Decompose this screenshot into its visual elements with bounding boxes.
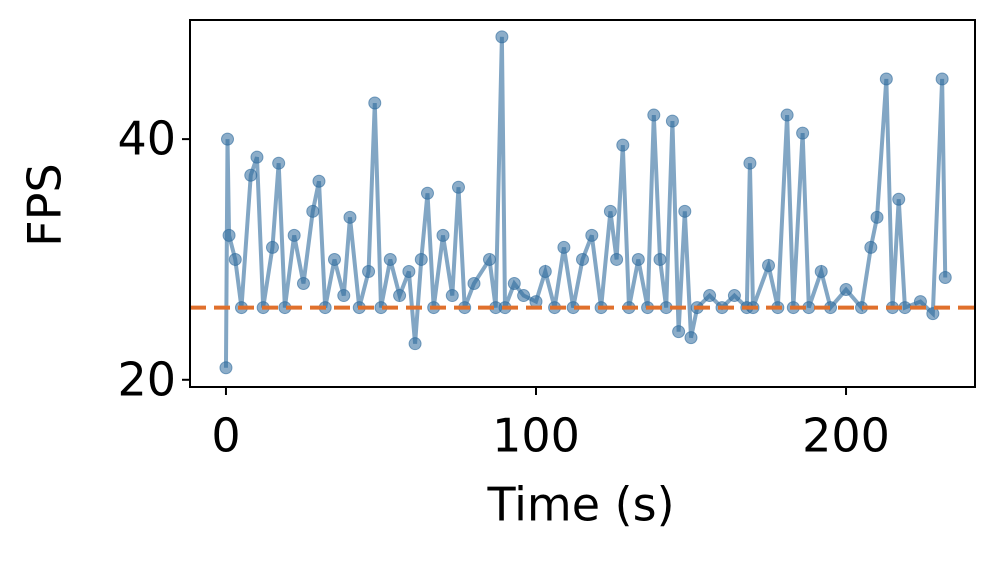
point (343, 210, 357, 224)
point (250, 150, 264, 164)
point (557, 240, 571, 254)
point (393, 289, 407, 303)
point (436, 228, 450, 242)
point (337, 289, 351, 303)
point (672, 325, 686, 339)
point (938, 271, 952, 285)
point (616, 138, 630, 152)
point (517, 289, 531, 303)
point (482, 252, 496, 266)
point (296, 277, 310, 291)
point (408, 337, 422, 351)
point (653, 252, 667, 266)
point (585, 228, 599, 242)
point (839, 283, 853, 297)
point (451, 180, 465, 194)
point (864, 240, 878, 254)
point (870, 210, 884, 224)
x-tick-label: 200 (802, 409, 890, 463)
point (272, 156, 286, 170)
point (926, 307, 940, 321)
point (306, 204, 320, 218)
point (222, 228, 236, 242)
point (327, 252, 341, 266)
point (507, 277, 521, 291)
point (244, 168, 258, 182)
point (287, 228, 301, 242)
point (780, 108, 794, 122)
point (678, 204, 692, 218)
y-tick-label: 40 (117, 112, 176, 166)
y-tick-label: 20 (117, 352, 176, 406)
point (879, 72, 893, 86)
point (420, 186, 434, 200)
point (221, 132, 235, 146)
point (814, 264, 828, 278)
point (383, 252, 397, 266)
point (414, 252, 428, 266)
point (495, 30, 509, 44)
y-axis-label: FPS (18, 163, 72, 246)
x-tick-label: 0 (211, 409, 240, 463)
point (362, 264, 376, 278)
point (576, 252, 589, 266)
plot-frame (189, 19, 976, 388)
point (219, 361, 233, 375)
point (796, 126, 810, 140)
point (610, 252, 624, 266)
point (368, 96, 382, 110)
point (647, 108, 661, 122)
point (703, 289, 717, 303)
point (762, 258, 776, 272)
point (467, 277, 481, 291)
point (684, 331, 698, 345)
point (228, 252, 242, 266)
x-tick-label: 100 (492, 409, 580, 463)
point (665, 114, 679, 128)
point (538, 264, 552, 278)
point (402, 264, 416, 278)
point (935, 72, 949, 86)
series-line (223, 36, 948, 368)
point (727, 289, 741, 303)
point (631, 252, 645, 266)
point (445, 289, 459, 303)
point (892, 192, 906, 206)
point (265, 240, 279, 254)
x-axis-label: Time (s) (486, 478, 674, 532)
point (743, 156, 757, 170)
point (312, 174, 326, 188)
point (603, 204, 617, 218)
